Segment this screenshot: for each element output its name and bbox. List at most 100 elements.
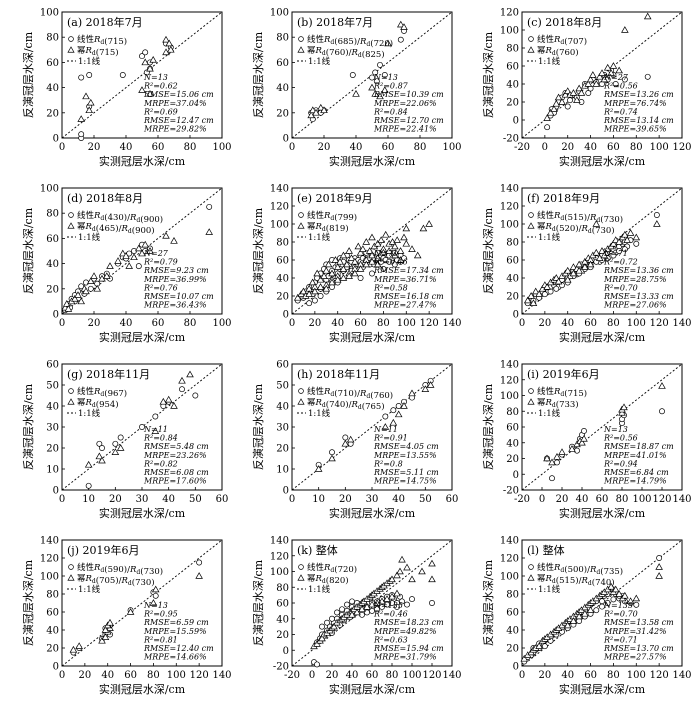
- x-tick-label: 20: [318, 142, 331, 153]
- stat-text: MRPE=22.06%: [373, 99, 437, 108]
- stat-text: R²=0.82: [143, 459, 178, 468]
- stat-text: R²=0.56: [603, 434, 638, 443]
- point-triangle: [308, 106, 317, 114]
- legend-circle-marker: [528, 36, 534, 42]
- point-triangle: [575, 84, 583, 92]
- point-triangle: [170, 402, 178, 409]
- x-tick-label: 0: [542, 142, 548, 153]
- point-triangle: [178, 376, 186, 384]
- legend-line-label: 1:1线: [308, 408, 331, 419]
- y-axis-label: 反演冠层水深/cm: [481, 559, 495, 646]
- point-circle: [394, 603, 400, 610]
- y-tick-label: 80: [46, 590, 59, 601]
- point-triangle: [396, 20, 405, 28]
- x-tick-label: 40: [561, 318, 574, 329]
- point-triangle: [141, 240, 150, 248]
- point-triangle: [336, 257, 344, 265]
- point-triangle: [324, 260, 333, 268]
- point-triangle: [126, 608, 135, 615]
- y-tick-label: 60: [506, 256, 519, 267]
- panel-e: 0 20 40 60 80 100 120 140020406080100120140(e) …: [251, 184, 462, 345]
- point-circle: [541, 291, 548, 298]
- point-circle: [349, 598, 355, 605]
- point-triangle: [75, 642, 83, 649]
- point-circle: [553, 285, 560, 292]
- x-tick-label: 80: [184, 318, 197, 329]
- stat-text: N=27: [603, 73, 629, 82]
- x-tick-label: 100: [442, 142, 461, 153]
- point-triangle: [589, 71, 597, 78]
- point-triangle: [592, 80, 601, 87]
- x-tick-label: 20: [78, 670, 91, 681]
- y-tick-label: 20: [276, 444, 289, 455]
- point-triangle: [381, 423, 390, 430]
- stat-text: R²=0.94: [603, 459, 638, 468]
- legend-circle-marker: [68, 212, 74, 218]
- point-triangle: [162, 48, 170, 56]
- y-axis-label: 反演冠层水深/cm: [251, 383, 265, 470]
- y-tick-label: 80: [46, 33, 59, 44]
- point-triangle: [393, 571, 401, 579]
- x-tick-label: 80: [607, 670, 620, 681]
- point-triangle: [607, 69, 615, 76]
- point-circle: [369, 74, 375, 81]
- point-triangle: [322, 284, 331, 292]
- y-tick-label: 0: [513, 662, 519, 673]
- point-circle: [364, 609, 370, 616]
- stat-text: R²=0.62: [143, 82, 178, 91]
- point-triangle: [520, 654, 529, 662]
- x-tick-label: 0: [539, 494, 545, 505]
- x-tick-label: 140: [672, 494, 691, 505]
- plot-frame: [61, 539, 223, 667]
- x-tick-label: 80: [184, 142, 197, 153]
- y-tick-label: 20: [506, 454, 519, 465]
- point-triangle: [77, 115, 86, 122]
- x-tick-label: 100: [650, 142, 669, 153]
- point-triangle: [563, 275, 572, 283]
- point-triangle: [339, 274, 348, 281]
- panel-title: (k) 整体: [297, 543, 338, 557]
- legend-line-label: 1:1线: [308, 56, 331, 67]
- x-tick-label: 0: [289, 494, 295, 505]
- point-triangle: [535, 642, 543, 649]
- point-triangle: [632, 233, 641, 241]
- point-circle: [574, 447, 580, 454]
- y-axis-label: 反演冠层水深/cm: [481, 207, 495, 294]
- y-tick-label: 10: [46, 465, 59, 476]
- point-circle: [112, 440, 119, 447]
- point-triangle: [363, 603, 371, 610]
- stat-text: MRPE=15.59%: [143, 627, 207, 636]
- stat-text: RMSE=16.18 cm: [373, 292, 444, 301]
- point-triangle: [400, 402, 408, 409]
- y-tick-label: 80: [276, 33, 289, 44]
- point-triangle: [149, 599, 158, 606]
- x-tick-label: 100: [627, 670, 646, 681]
- point-triangle: [164, 395, 173, 403]
- y-tick-label: 60: [276, 360, 289, 371]
- panel-title: (e) 2018年9月: [297, 191, 373, 205]
- point-circle: [374, 606, 380, 613]
- legend-linear-label: 线性Rd(515)/Rd(730): [537, 210, 623, 225]
- point-circle: [344, 601, 350, 608]
- point-circle: [324, 619, 330, 626]
- stat-text: R²=0.63: [373, 635, 408, 644]
- x-tick-label: 80: [616, 494, 629, 505]
- x-tick-label: 20: [561, 142, 574, 153]
- y-tick-label: 100: [500, 26, 519, 37]
- y-axis-label: 反演冠层水深/cm: [481, 31, 495, 118]
- legend-circle-marker: [298, 564, 304, 570]
- point-triangle: [592, 220, 601, 227]
- point-triangle: [379, 248, 388, 256]
- y-tick-label: 20: [46, 108, 59, 119]
- stat-text: MRPE=37.04%: [143, 99, 207, 108]
- point-triangle: [620, 403, 628, 411]
- point-circle: [342, 434, 349, 441]
- x-tick-label: 20: [109, 494, 122, 505]
- point-triangle: [146, 89, 154, 97]
- legend-linear-label: 线性Rd(685)/Rd(720): [307, 34, 393, 49]
- y-tick-label: 40: [46, 259, 59, 270]
- point-triangle: [356, 248, 365, 256]
- point-triangle: [146, 247, 154, 254]
- point-circle: [585, 90, 592, 96]
- point-triangle: [543, 283, 551, 290]
